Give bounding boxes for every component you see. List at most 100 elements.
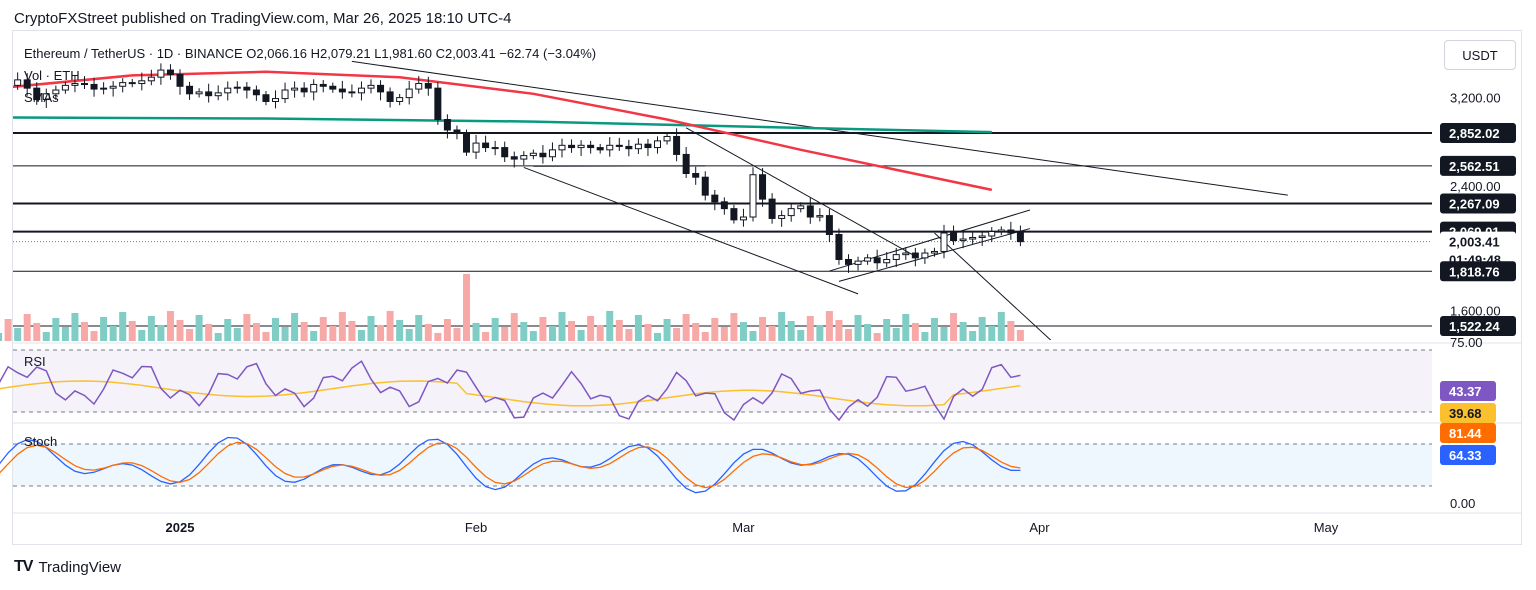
volume-bar [128, 321, 136, 341]
candle [252, 85, 260, 101]
candle-body [644, 143, 652, 149]
candle [90, 77, 98, 97]
candle [539, 145, 547, 164]
candle [81, 76, 88, 89]
candle-body [14, 79, 22, 86]
volume-bar [911, 323, 919, 341]
candle [969, 231, 977, 245]
candle-body [233, 86, 241, 89]
candle-body [119, 82, 127, 87]
currency-button[interactable]: USDT [1444, 40, 1516, 70]
trendline-wedge-lower [523, 166, 859, 295]
stoch-band [13, 444, 1432, 486]
volume-bar [300, 322, 308, 341]
price-tick: 3,200.00 [1450, 91, 1501, 106]
volume-bar [338, 312, 346, 341]
volume-bar [854, 315, 862, 341]
candle-body [577, 144, 585, 149]
candle-body [453, 129, 461, 134]
candle [443, 114, 451, 139]
volume-bar [759, 317, 767, 341]
candle [911, 247, 919, 267]
candle [386, 87, 394, 108]
candle [176, 69, 184, 95]
candle [1007, 221, 1015, 240]
volume-bar [596, 325, 604, 341]
candle-body [5, 79, 11, 85]
candle [778, 210, 786, 227]
volume-bar [510, 313, 518, 341]
volume-bar [386, 311, 394, 341]
candle [147, 69, 155, 86]
candle-body [319, 83, 327, 87]
volume-legend[interactable]: Vol · ETH [24, 68, 80, 83]
volume-bar [768, 326, 776, 341]
candle [634, 138, 642, 154]
candle-body [424, 83, 432, 89]
candle [854, 256, 862, 271]
sma-legend[interactable]: SMAs [24, 90, 59, 105]
candle [434, 82, 442, 125]
candle [548, 142, 556, 162]
candle [128, 78, 136, 88]
candle [424, 76, 432, 96]
candle [606, 137, 614, 157]
candle [233, 81, 241, 94]
candle [100, 82, 108, 95]
candle-body [405, 88, 413, 99]
candle [14, 72, 22, 90]
candle [768, 193, 776, 224]
rsi-legend[interactable]: RSI [24, 354, 46, 369]
candle-body [682, 153, 690, 174]
volume-bar [558, 312, 566, 341]
candle [845, 254, 852, 273]
volume-bar [529, 331, 537, 341]
candle-body [520, 155, 528, 160]
price-tag-label: 1,818.76 [1449, 264, 1500, 279]
volume-bar [625, 329, 633, 341]
time-tick: Feb [465, 520, 487, 535]
candle-body [930, 250, 938, 254]
candle [138, 72, 146, 91]
rsi-value-tag-bg [1440, 381, 1496, 401]
volume-bar [701, 332, 709, 341]
stoch-legend[interactable]: Stoch [24, 434, 58, 449]
stoch-d-line [0, 441, 1021, 489]
candle-body [186, 85, 194, 95]
trendlines-group [13, 60, 1288, 340]
candle-body [205, 91, 213, 97]
stoch-k-tag-bg [1440, 423, 1496, 443]
price-tag-bg [1440, 316, 1516, 336]
trendline-projection [934, 232, 1052, 340]
candle-body [501, 147, 509, 158]
volume-bar [482, 332, 490, 341]
volume-bar [396, 320, 404, 341]
candle-body [845, 258, 852, 265]
candle [52, 85, 60, 100]
volume-bar [959, 322, 967, 341]
volume-bar [606, 311, 614, 341]
candle-body [33, 87, 41, 101]
candle [272, 90, 279, 109]
candle [654, 136, 661, 154]
candle [291, 81, 299, 98]
candle-body [396, 97, 404, 102]
candle-body [1007, 229, 1015, 234]
candle [396, 93, 404, 106]
candle-body [281, 89, 289, 100]
candle-body [472, 142, 480, 153]
volume-bar [491, 318, 499, 341]
volume-bar [682, 314, 690, 341]
volume-bar [463, 274, 470, 341]
volume-bar [119, 312, 127, 341]
tradingview-branding[interactable]: TV TradingView [14, 558, 121, 576]
candle-body [768, 198, 776, 219]
price-tag-label: 2,562.51 [1449, 159, 1500, 174]
candle-body [81, 83, 88, 86]
volume-bar [377, 325, 385, 341]
symbol-legend[interactable]: Ethereum / TetherUS · 1D · BINANCE O2,06… [24, 46, 597, 61]
candle [214, 85, 222, 101]
candle-body [386, 91, 394, 102]
volume-bar [1016, 330, 1024, 341]
